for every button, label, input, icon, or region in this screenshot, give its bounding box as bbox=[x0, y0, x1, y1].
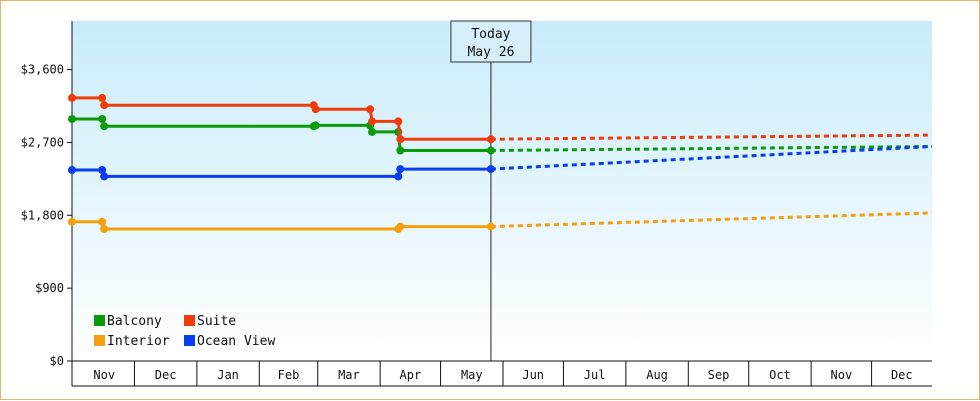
forecast-line-ocean-view bbox=[490, 145, 933, 171]
data-point-ocean-view[interactable] bbox=[68, 166, 76, 174]
data-point-interior[interactable] bbox=[396, 222, 405, 231]
x-tick-label: Feb bbox=[278, 368, 300, 382]
legend-swatch-suite bbox=[184, 315, 195, 326]
x-tick-label: Dec bbox=[891, 368, 913, 382]
series-line-ocean-view bbox=[72, 167, 491, 178]
y-tick-label: $1,800 bbox=[21, 208, 64, 222]
data-point-balcony[interactable] bbox=[100, 122, 109, 131]
x-tick-label: Sep bbox=[708, 368, 730, 382]
data-point-balcony[interactable] bbox=[311, 121, 320, 130]
data-point-suite[interactable] bbox=[486, 135, 495, 144]
x-tick-label: Aug bbox=[646, 368, 668, 382]
data-point-suite[interactable] bbox=[98, 93, 107, 102]
forecast-line-balcony bbox=[490, 145, 933, 152]
y-tick-label: $900 bbox=[35, 281, 64, 295]
series-line-interior bbox=[72, 220, 491, 231]
data-point-suite[interactable] bbox=[366, 105, 375, 114]
data-point-suite[interactable] bbox=[396, 135, 405, 144]
y-tick-label: $0 bbox=[50, 354, 64, 368]
data-point-interior[interactable] bbox=[486, 222, 495, 231]
data-point-interior[interactable] bbox=[68, 217, 76, 226]
data-point-suite[interactable] bbox=[100, 101, 109, 110]
today-box bbox=[450, 20, 532, 63]
data-point-balcony[interactable] bbox=[368, 127, 377, 136]
x-tick-label: Mar bbox=[338, 368, 360, 382]
legend-swatch-ocean-view bbox=[184, 335, 195, 346]
today-date: May 26 bbox=[467, 45, 514, 60]
data-point-ocean-view[interactable] bbox=[394, 172, 403, 181]
x-tick-label: Nov bbox=[831, 368, 853, 382]
data-point-ocean-view[interactable] bbox=[100, 172, 109, 181]
legend-label-interior: Interior bbox=[107, 334, 170, 349]
legend-label-suite: Suite bbox=[197, 314, 236, 329]
x-tick-label: Jun bbox=[522, 368, 544, 382]
x-tick-label: Oct bbox=[769, 368, 791, 382]
data-point-interior[interactable] bbox=[100, 225, 109, 233]
x-tick-label: Nov bbox=[93, 368, 115, 382]
plot-background bbox=[72, 21, 932, 361]
data-point-suite[interactable] bbox=[311, 105, 320, 114]
x-tick-label: Jul bbox=[584, 368, 606, 382]
legend-swatch-interior bbox=[94, 335, 105, 346]
forecast-line-suite bbox=[490, 133, 933, 141]
data-point-ocean-view[interactable] bbox=[396, 165, 405, 174]
y-tick-label: $2,700 bbox=[21, 135, 64, 149]
today-label: Today bbox=[471, 27, 510, 42]
data-point-suite[interactable] bbox=[68, 93, 76, 102]
legend-swatch-balcony bbox=[94, 315, 105, 326]
legend-label-ocean-view: Ocean View bbox=[197, 334, 275, 349]
x-tick-label: May bbox=[461, 368, 483, 382]
data-point-suite[interactable] bbox=[368, 117, 377, 126]
data-point-balcony[interactable] bbox=[486, 146, 495, 155]
data-point-ocean-view[interactable] bbox=[98, 166, 107, 174]
legend-label-balcony: Balcony bbox=[107, 314, 162, 329]
data-point-balcony[interactable] bbox=[98, 115, 107, 123]
x-tick-label: Apr bbox=[400, 368, 422, 382]
data-point-ocean-view[interactable] bbox=[486, 165, 495, 174]
y-tick-label: $3,600 bbox=[21, 63, 64, 77]
data-point-balcony[interactable] bbox=[396, 146, 405, 155]
data-point-balcony[interactable] bbox=[68, 115, 76, 123]
data-point-interior[interactable] bbox=[98, 217, 107, 226]
x-tick-label: Dec bbox=[155, 368, 177, 382]
x-tick-label: Jan bbox=[217, 368, 239, 382]
data-point-suite[interactable] bbox=[394, 117, 403, 126]
forecast-line-interior bbox=[490, 211, 933, 229]
